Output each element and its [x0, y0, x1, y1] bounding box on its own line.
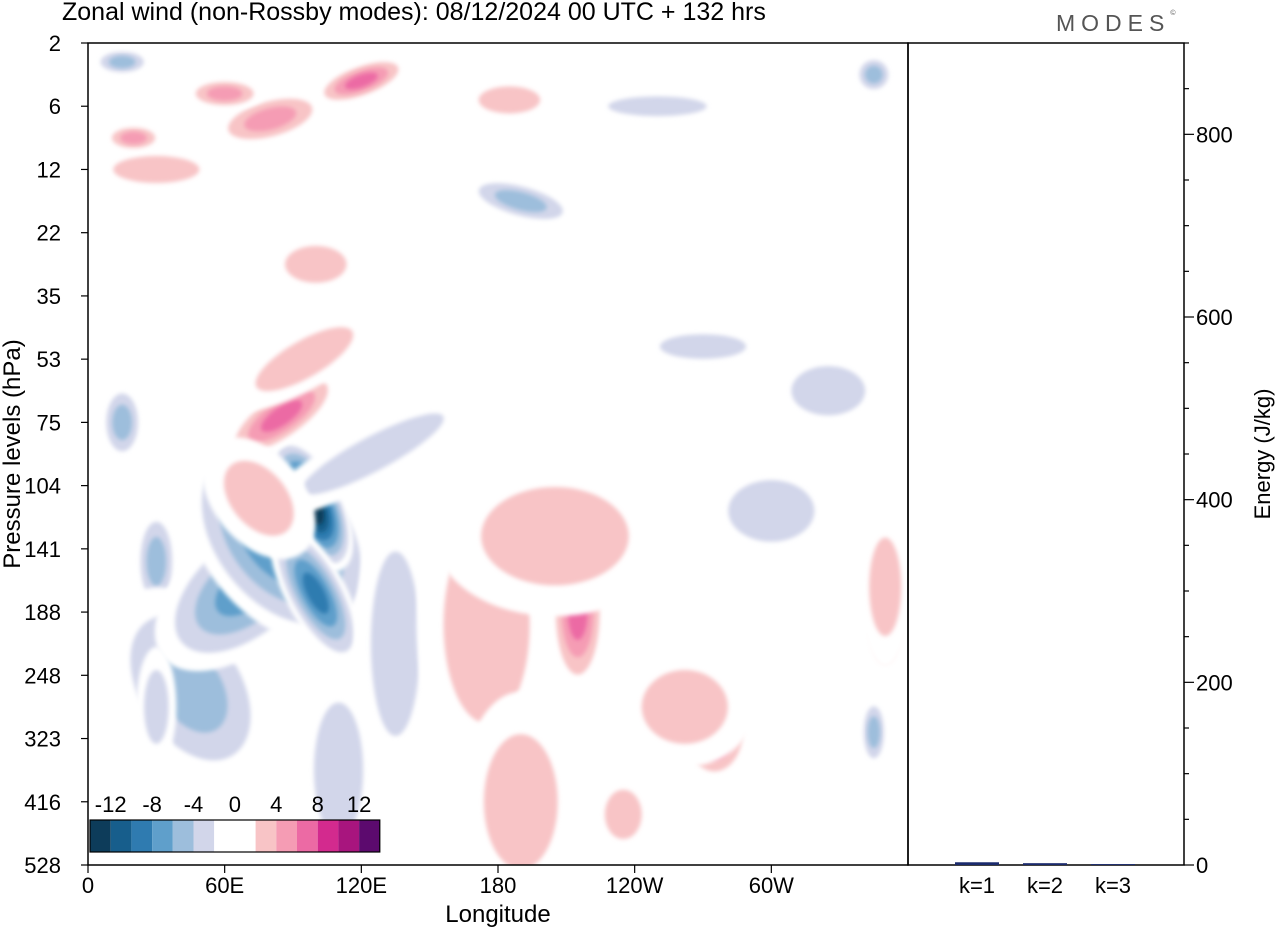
energy-bar: [1023, 863, 1067, 865]
contour-field: [88, 47, 908, 865]
positive-wind-contour: [255, 327, 354, 392]
positive-wind-contour: [113, 155, 200, 183]
y-tick-label: 75: [37, 410, 61, 435]
negative-wind-contour: [864, 65, 883, 84]
y-tick-label: 35: [37, 284, 61, 309]
colorbar-label: 12: [347, 792, 371, 817]
energy-bar-label: k=1: [959, 873, 995, 898]
positive-wind-contour: [604, 789, 642, 840]
positive-wind-contour: [223, 460, 294, 536]
negative-wind-contour: [867, 716, 881, 749]
x-tick-label: 120W: [606, 873, 664, 898]
colorbar-swatch: [234, 820, 256, 852]
positive-wind-contour: [285, 245, 347, 283]
x-tick-label: 60E: [205, 873, 244, 898]
y-tick-label: 6: [49, 94, 61, 119]
negative-wind-contour: [302, 572, 329, 614]
y-tick-label: 53: [37, 347, 61, 372]
energy-axis: 0 200 400 600 800: [1184, 42, 1233, 878]
energy-tick-label: 0: [1196, 853, 1208, 878]
energy-bar-label: k=2: [1027, 873, 1063, 898]
positive-wind-contour: [261, 400, 303, 432]
energy-bar: [1091, 864, 1135, 865]
colorbar-swatch: [193, 820, 215, 852]
x-tick-label: 0: [82, 873, 94, 898]
colorbar-label: 0: [229, 792, 241, 817]
positive-wind-contour: [483, 734, 558, 865]
colorbar-legend: -12 -8 -4 0 4 8 12: [89, 792, 381, 853]
negative-wind-contour: [313, 702, 364, 838]
negative-wind-contour: [608, 96, 707, 117]
colorbar-swatch: [276, 820, 297, 852]
y-tick-label: 22: [37, 221, 61, 246]
y-tick-label: 323: [24, 727, 61, 752]
negative-wind-contour: [370, 551, 421, 736]
x-axis: 0 60E 120E 180 120W 60W: [82, 865, 794, 898]
positive-wind-contour: [244, 106, 297, 132]
colorbar-swatch: [131, 820, 153, 852]
colorbar-swatch: [359, 820, 380, 852]
negative-wind-contour: [494, 190, 547, 213]
negative-wind-contour: [144, 670, 169, 744]
colorbar-swatch: [172, 820, 194, 852]
energy-tick-label: 600: [1196, 305, 1233, 330]
colorbar-swatch: [110, 820, 132, 852]
colorbar-label: 8: [312, 792, 324, 817]
y-tick-label: 141: [24, 537, 61, 562]
modes-logo: MODES©: [1056, 10, 1176, 36]
colorbar-swatch: [214, 820, 235, 852]
energy-bar: [955, 862, 999, 865]
y-tick-label: 416: [24, 790, 61, 815]
colorbar-swatch: [152, 820, 173, 852]
energy-axis-label: Energy (J/kg): [1250, 389, 1275, 520]
colorbar-label: -12: [95, 792, 127, 817]
energy-panel-frame: [907, 42, 1185, 866]
x-tick-label: 60W: [749, 873, 794, 898]
y-tick-label: 528: [24, 853, 61, 878]
negative-wind-contour: [146, 537, 167, 586]
y-tick-label: 104: [24, 474, 61, 499]
colorbar-swatch: [338, 820, 360, 852]
negative-wind-contour: [301, 413, 444, 495]
positive-wind-contour: [869, 537, 902, 637]
colorbar-label: -8: [142, 792, 162, 817]
energy-tick-label: 200: [1196, 670, 1233, 695]
positive-wind-contour: [206, 86, 243, 101]
y-tick-label: 248: [24, 663, 61, 688]
positive-wind-contour: [481, 486, 629, 586]
negative-wind-contour: [791, 366, 866, 416]
negative-wind-contour: [112, 404, 132, 441]
positive-wind-contour: [641, 670, 728, 744]
colorbar-swatch: [255, 820, 277, 852]
energy-bars: k=1 k=2 k=3: [955, 862, 1135, 898]
colorbar-label: 4: [270, 792, 282, 817]
colorbar-swatch: [317, 820, 339, 852]
y-tick-label: 188: [24, 600, 61, 625]
colorbar-frame: [89, 819, 381, 853]
y-axis-label: Pressure levels (hPa): [0, 339, 26, 568]
positive-wind-contour: [344, 72, 378, 90]
negative-wind-contour: [728, 480, 815, 542]
colorbar-swatch: [297, 820, 318, 852]
y-tick-label: 2: [49, 31, 61, 56]
energy-bar-label: k=3: [1095, 873, 1131, 898]
logo-text: MODES: [1056, 10, 1171, 36]
y-axis: 2 6 12 22 35 53 75 104 141 188 248 323 416 528: [24, 31, 88, 878]
x-tick-label: 180: [480, 873, 517, 898]
y-tick-label: 12: [37, 157, 61, 182]
negative-wind-contour: [108, 55, 136, 69]
x-tick-label: 120E: [336, 873, 387, 898]
positive-wind-contour: [478, 86, 541, 114]
colorbar-swatch: [90, 820, 111, 852]
negative-wind-contour: [659, 334, 747, 359]
colorbar-label: -4: [184, 792, 204, 817]
x-axis-label: Longitude: [445, 901, 550, 928]
energy-tick-label: 800: [1196, 122, 1233, 147]
chart-title: Zonal wind (non-Rossby modes): 08/12/202…: [62, 0, 766, 26]
energy-tick-label: 400: [1196, 488, 1233, 513]
positive-wind-contour: [120, 131, 147, 145]
